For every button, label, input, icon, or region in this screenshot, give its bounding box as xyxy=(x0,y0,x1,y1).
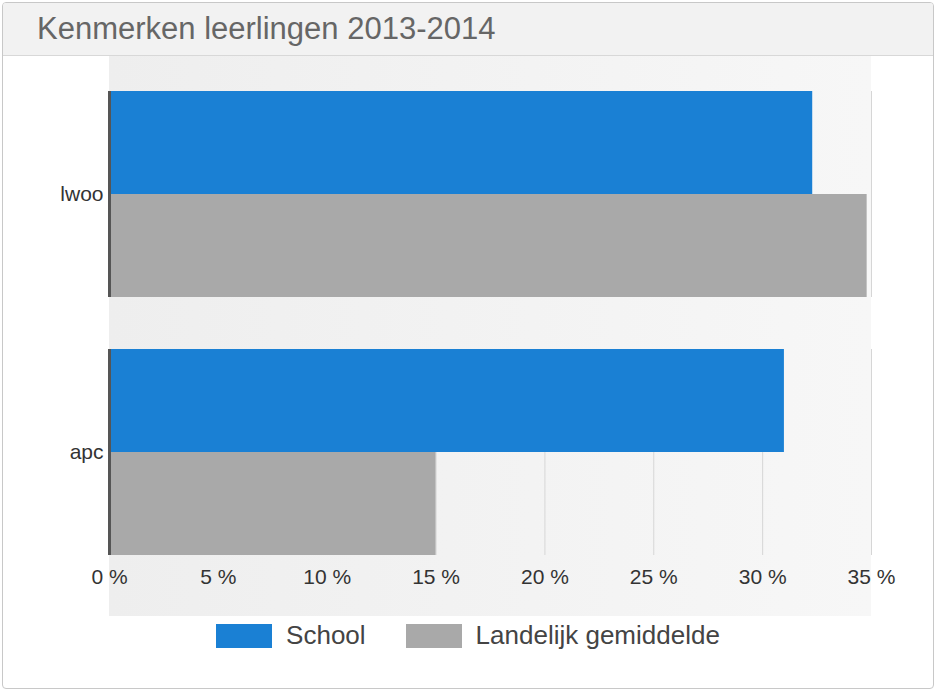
svg-text:30 %: 30 % xyxy=(739,565,787,588)
svg-text:0 %: 0 % xyxy=(91,565,127,588)
html-text:Kenmerken leerlingen 2013-2014: Kenmerken leerlingen 2013-2014 xyxy=(37,11,496,46)
svg-text:20 %: 20 % xyxy=(521,565,569,588)
svg-text:apc: apc xyxy=(70,440,104,463)
svg-text:5 %: 5 % xyxy=(200,565,236,588)
html-text:School: School xyxy=(286,620,366,650)
html-text:Landelijk gemiddelde: Landelijk gemiddelde xyxy=(475,620,720,650)
svg-text:35 %: 35 % xyxy=(848,565,896,588)
svg-text:25 %: 25 % xyxy=(630,565,678,588)
svg-text:15 %: 15 % xyxy=(412,565,460,588)
svg-text:10 %: 10 % xyxy=(303,565,351,588)
svg-text:lwoo: lwoo xyxy=(60,182,103,205)
